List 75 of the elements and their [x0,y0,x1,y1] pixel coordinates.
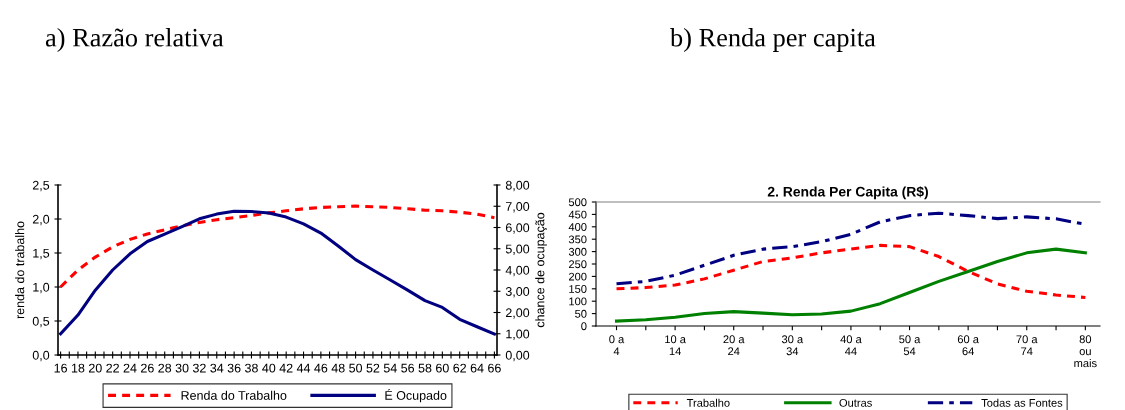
y2-tick-label: 6,00 [505,223,530,234]
x-tick-label: 64 [470,363,484,373]
x-tick-label: 56 [401,363,415,373]
y-tick-label: 400 [568,223,587,231]
y-tick-label: 2,5 [32,180,50,192]
legend-label: É Ocupado [385,388,447,403]
x-tick-label: 66 [488,363,501,373]
x-tick-label: 38 [245,363,258,373]
x-tick-label: 18 [71,363,85,373]
y2-tick-label: 5,00 [505,244,530,255]
x-tick-label: 26 [141,363,154,373]
x-tick-label: 28 [158,363,172,373]
x-tick-label: 36 [227,363,241,373]
y2-axis-title: chance de ocupação [535,212,547,328]
x-tick-label: 80 ou mais [1074,335,1097,368]
y-tick-label: 0,5 [32,316,50,328]
x-tick-label: 40 a 44 [840,335,862,356]
x-tick-label: 60 [436,363,449,373]
x-tick-label: 50 a 54 [899,335,921,356]
y-tick-label: 0,0 [32,350,50,362]
x-tick-label: 10 a 14 [665,335,686,356]
chart-title: a) Razão relativa [45,28,224,52]
y-tick-label: 150 [569,285,587,293]
y2-tick-label: 4,00 [505,265,530,277]
x-tick-label: 32 [192,363,206,373]
chart-title: b) Renda per capita [670,28,876,52]
legend-label: Outras [839,398,872,407]
y2-tick-label: 2,00 [505,308,530,319]
x-tick-label: 34 [210,363,224,373]
y2-tick-label: 1,00 [506,329,530,340]
y-tick-label: 350 [568,235,587,244]
legend-label: Todas as Fontes [981,398,1063,407]
chart-subtitle: 2. Renda Per Capita (R$) [767,186,928,200]
legend-label: Trabalho [686,398,730,407]
x-tick-label: 58 [418,363,432,373]
x-tick-label: 30 [175,363,189,373]
x-tick-label: 42 [279,363,293,373]
x-tick-label: 60 a 64 [957,335,979,356]
x-tick-label: 24 [123,363,137,373]
line-series [59,204,496,289]
line-series [614,243,1087,300]
y-tick-label: 1,5 [33,248,50,260]
x-tick-label: 70 a 74 [1016,335,1038,356]
x-tick-label: 20 a 24 [723,335,745,356]
line-series [59,209,496,336]
y-tick-label: 0 [581,322,587,331]
y-tick-label: 2,0 [32,214,50,226]
y-tick-label: 250 [568,260,587,269]
y-tick-label: 450 [568,210,587,219]
x-tick-label: 16 [54,363,68,373]
y2-tick-label: 0,00 [505,350,530,362]
x-tick-label: 52 [366,363,380,373]
x-tick-label: 20 [88,363,102,373]
x-tick-label: 44 [296,363,311,373]
y2-tick-label: 8,00 [505,180,530,192]
line-series [614,247,1087,323]
x-tick-label: 46 [314,363,328,373]
y2-tick-label: 7,00 [505,202,530,213]
x-tick-label: 54 [383,363,397,373]
legend-label: Renda do Trabalho [181,390,287,400]
y-tick-label: 200 [568,272,587,281]
x-tick-label: 40 [262,363,276,373]
x-tick-label: 30 a 34 [781,335,804,356]
x-tick-label: 0 a 4 [609,335,625,356]
y-tick-label: 300 [568,247,587,256]
y-tick-label: 500 [568,198,587,207]
y2-tick-label: 3,00 [505,287,530,298]
x-tick-label: 62 [453,363,467,373]
x-tick-label: 50 [349,363,363,373]
x-tick-label: 22 [106,363,119,373]
y-axis-title: renda do trabalho [15,221,25,319]
y-tick-label: 100 [569,297,587,306]
y-tick-label: 50 [575,309,587,318]
x-tick-label: 48 [331,363,345,373]
y-tick-label: 1,0 [33,282,50,294]
